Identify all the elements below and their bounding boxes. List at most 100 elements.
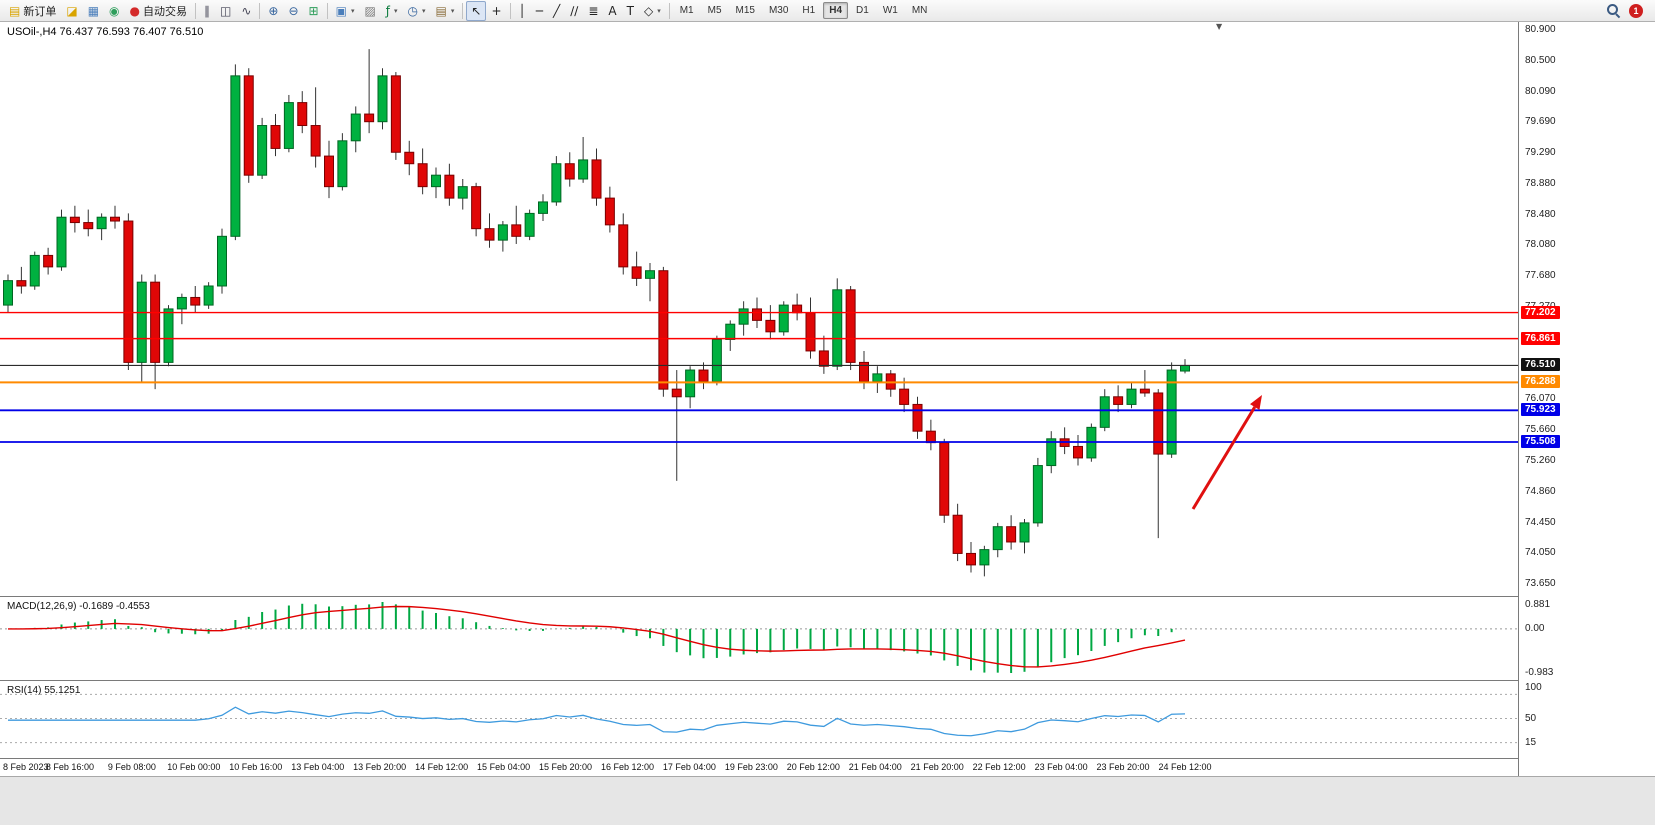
chart-shift-marker[interactable]: ▼ bbox=[1216, 22, 1223, 31]
price-tick: 77.680 bbox=[1525, 270, 1556, 282]
macd-panel[interactable] bbox=[0, 597, 1518, 680]
macd-tick: 0.881 bbox=[1525, 599, 1551, 610]
horizontal-line-icon[interactable]: ─ bbox=[531, 1, 548, 21]
price-tick: 78.480 bbox=[1525, 208, 1556, 220]
cursor-icon-glyph: ↖ bbox=[471, 3, 482, 18]
time-label: 23 Feb 04:00 bbox=[1034, 762, 1088, 772]
chevron-down-icon: ▾ bbox=[422, 6, 426, 15]
price-tag: 76.510 bbox=[1521, 358, 1560, 372]
equidistant-channel-icon[interactable]: ∕∕ bbox=[565, 1, 583, 21]
toolbar-right: 1 bbox=[1606, 3, 1651, 18]
market-watch-icon[interactable]: ◪ bbox=[61, 1, 82, 21]
text-icon-glyph: A bbox=[608, 3, 617, 18]
notification-badge[interactable]: 1 bbox=[1629, 3, 1643, 18]
price-tag: 75.923 bbox=[1521, 403, 1560, 417]
time-label: 19 Feb 23:00 bbox=[724, 762, 778, 772]
navigator-icon[interactable]: ◉ bbox=[104, 1, 124, 21]
price-tag: 75.508 bbox=[1521, 435, 1560, 449]
zoom-out-icon[interactable]: ⊖ bbox=[283, 1, 303, 21]
text-icon[interactable]: A bbox=[603, 1, 621, 21]
new-chart-icon[interactable]: ▣ ▾ bbox=[331, 1, 360, 21]
horizontal-lines[interactable] bbox=[0, 311, 1518, 443]
trend-arrow-annotation[interactable] bbox=[1191, 395, 1262, 510]
trendline-icon-glyph: ╱ bbox=[553, 3, 561, 18]
price-tick: 80.500 bbox=[1525, 54, 1556, 66]
rsi-panel[interactable] bbox=[0, 681, 1518, 758]
main-price-chart[interactable] bbox=[0, 22, 1518, 596]
macd-tick: -0.983 bbox=[1525, 667, 1554, 678]
chevron-down-icon: ▾ bbox=[350, 6, 355, 15]
market-watch-icon-glyph: ◪ bbox=[66, 3, 78, 18]
panel-separator bbox=[0, 680, 1655, 681]
arrows-icon-glyph: ◇ bbox=[643, 3, 654, 18]
arrows-icon[interactable]: ◇ ▾ bbox=[639, 1, 666, 21]
new-order-button[interactable]: ▤ 新订单 bbox=[4, 1, 61, 21]
plot-column: USOil-,H4 76.437 76.593 76.407 76.510 ▼ … bbox=[0, 22, 1518, 776]
price-tick: 79.290 bbox=[1525, 147, 1556, 159]
search-icon[interactable] bbox=[1606, 3, 1621, 18]
timeframe-d1[interactable]: D1 bbox=[856, 5, 869, 16]
timeframe-w1[interactable]: W1 bbox=[882, 5, 898, 16]
time-label: 23 Feb 20:00 bbox=[1096, 762, 1150, 772]
time-label: 24 Feb 12:00 bbox=[1158, 762, 1212, 772]
crosshair-icon[interactable]: + bbox=[486, 1, 506, 21]
rsi-tick: 50 bbox=[1525, 712, 1537, 724]
indicators-icon-glyph: ƒ bbox=[385, 3, 391, 18]
autotrading-button-label: 自动交易 bbox=[143, 5, 187, 18]
time-label: 10 Feb 00:00 bbox=[167, 762, 221, 772]
data-window-icon-glyph: ▦ bbox=[87, 3, 100, 18]
fibonacci-icon[interactable]: ≣ bbox=[583, 1, 603, 21]
line-chart-icon[interactable]: ∿ bbox=[236, 1, 256, 21]
tile-windows-icon-glyph: ⊞ bbox=[308, 3, 319, 18]
data-window-icon[interactable]: ▦ bbox=[83, 1, 104, 21]
time-label: 22 Feb 12:00 bbox=[972, 762, 1026, 772]
toolbar-buttons: ▤ 新订单 ◪ ▦ ◉ ● 自动交易 ∥ ◫ ∿ ⊕ ⊖ ⊞ ▣ ▾ ▨ ƒ ▾ ◷ ▾ ▤ ▾ ↖ + │ ─ ╱ ∕∕ ≣ A T ◇ ▾ M… bbox=[4, 0, 934, 21]
zoom-in-icon-glyph: ⊕ bbox=[268, 3, 279, 18]
timeframe-m5[interactable]: M5 bbox=[707, 5, 722, 16]
templates-icon[interactable]: ▤ ▾ bbox=[431, 1, 460, 21]
price-scale[interactable]: 80.900 80.500 80.090 79.690 79.290 78.880 78.4… bbox=[1518, 22, 1655, 776]
equidistant-channel-icon-glyph: ∕∕ bbox=[570, 3, 579, 18]
toolbar-separator bbox=[668, 2, 670, 19]
time-label: 15 Feb 04:00 bbox=[477, 762, 531, 772]
timeframe-h1[interactable]: H1 bbox=[802, 5, 816, 16]
profiles-icon-glyph: ▨ bbox=[364, 3, 376, 18]
rsi-value: 55.1251 bbox=[44, 685, 81, 696]
time-label: 17 Feb 04:00 bbox=[662, 762, 716, 772]
rsi-name: RSI(14) bbox=[7, 685, 42, 696]
autotrading-button[interactable]: ● 自动交易 bbox=[125, 1, 192, 21]
toolbar: ▤ 新订单 ◪ ▦ ◉ ● 自动交易 ∥ ◫ ∿ ⊕ ⊖ ⊞ ▣ ▾ ▨ ƒ ▾ ◷ ▾ ▤ ▾ ↖ + │ ─ ╱ ∕∕ ≣ A T ◇ ▾ M… bbox=[0, 0, 1655, 22]
toolbar-separator bbox=[326, 2, 328, 19]
new-chart-icon-glyph: ▣ bbox=[335, 3, 347, 18]
cursor-icon[interactable]: ↖ bbox=[466, 0, 487, 21]
chevron-down-icon: ▾ bbox=[450, 6, 455, 15]
timeframe-m15[interactable]: M15 bbox=[735, 5, 755, 16]
price-tick: 78.880 bbox=[1525, 178, 1556, 190]
vertical-line-icon[interactable]: │ bbox=[514, 1, 531, 21]
zoom-out-icon-glyph: ⊖ bbox=[288, 3, 299, 18]
panel-separator bbox=[0, 758, 1655, 759]
new-order-button-label: 新订单 bbox=[23, 5, 57, 18]
timeframe-m1[interactable]: M1 bbox=[679, 5, 694, 16]
timeframe-h4[interactable]: H4 bbox=[823, 2, 849, 19]
time-label: 21 Feb 20:00 bbox=[910, 762, 964, 772]
periods-icon[interactable]: ◷ ▾ bbox=[403, 1, 431, 21]
vertical-line-icon-glyph: │ bbox=[518, 3, 526, 18]
indicators-icon[interactable]: ƒ ▾ bbox=[381, 1, 403, 21]
zoom-in-icon[interactable]: ⊕ bbox=[263, 1, 283, 21]
symbol-header: USOil-,H4 76.437 76.593 76.407 76.510 bbox=[7, 26, 204, 38]
rsi-tick: 15 bbox=[1525, 736, 1537, 748]
candlestick-chart-icon-glyph: ◫ bbox=[220, 3, 232, 18]
bar-chart-icon[interactable]: ∥ bbox=[199, 1, 215, 21]
profiles-icon[interactable]: ▨ bbox=[359, 1, 380, 21]
label-icon[interactable]: T bbox=[622, 1, 639, 21]
price-tick: 80.090 bbox=[1525, 85, 1556, 97]
timeframe-m30[interactable]: M30 bbox=[768, 5, 789, 16]
timeframe-mn[interactable]: MN bbox=[911, 5, 928, 16]
trendline-icon[interactable]: ╱ bbox=[548, 1, 565, 21]
toolbar-separator bbox=[259, 2, 261, 19]
tile-windows-icon[interactable]: ⊞ bbox=[304, 1, 324, 21]
candlestick-chart-icon[interactable]: ◫ bbox=[215, 1, 236, 21]
macd-tick: 0.00 bbox=[1525, 622, 1545, 634]
time-label: 8 Feb 2023 bbox=[3, 762, 49, 772]
